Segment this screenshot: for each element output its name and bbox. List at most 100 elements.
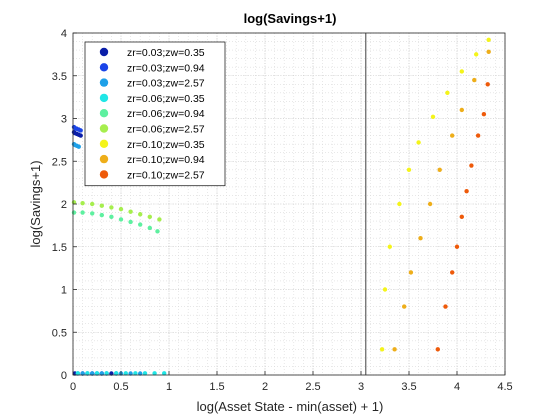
legend-entry: zr=0.10;zw=2.57	[99, 169, 205, 181]
data-point	[80, 371, 85, 376]
data-point	[475, 133, 481, 138]
data-point	[459, 107, 464, 113]
data-point	[133, 371, 138, 376]
legend-label: zr=0.06;zw=0.94	[127, 108, 205, 120]
legend-entry: zr=0.03;zw=0.35	[99, 47, 205, 59]
data-point	[147, 214, 152, 220]
legend-entry: zr=0.06;zw=0.94	[99, 108, 205, 120]
data-point	[450, 133, 455, 138]
data-point	[71, 210, 77, 215]
data-point	[481, 112, 487, 117]
x-axis-label: log(Asset State - min(asset) + 1)	[197, 399, 384, 414]
data-point	[472, 77, 477, 83]
y-tick-label: 0.5	[52, 327, 67, 339]
x-tick-label: 2	[262, 381, 268, 393]
legend-box	[84, 41, 226, 187]
data-point	[430, 114, 436, 119]
data-point	[90, 371, 95, 376]
legend-label: zr=0.10;zw=0.94	[127, 154, 205, 166]
series-6	[379, 37, 491, 352]
legend-marker	[99, 63, 109, 72]
x-tick-label: 4.5	[497, 381, 512, 393]
y-tick-label: 1	[61, 285, 67, 297]
data-point	[443, 304, 448, 309]
data-point	[469, 163, 474, 168]
x-tick-label: 3	[358, 381, 364, 393]
y-tick-label: 1.5	[52, 242, 67, 254]
x-tick-label: 0	[70, 381, 76, 393]
legend-marker	[99, 124, 109, 133]
y-axis-ticks: 0 0.5 1 1.5 2 2.5 3 3.5 4	[52, 28, 77, 382]
data-point	[138, 222, 143, 227]
data-point	[128, 219, 133, 225]
series-7	[392, 49, 491, 352]
x-tick-label: 0.5	[113, 381, 128, 393]
data-point	[435, 347, 440, 352]
data-point	[80, 210, 85, 215]
legend-entry: zr=0.03;zw=0.94	[99, 62, 205, 74]
legend-entry: zr=0.06;zw=2.57	[99, 124, 205, 136]
data-point	[379, 347, 385, 352]
legend-label: zr=0.03;zw=2.57	[127, 78, 205, 90]
data-point	[78, 128, 83, 133]
legend-marker	[99, 170, 109, 179]
series-2	[71, 141, 143, 376]
data-layer	[71, 37, 491, 376]
y-tick-label: 0	[61, 370, 67, 382]
x-tick-label: 1	[166, 381, 172, 393]
data-point	[109, 205, 114, 210]
series-3	[75, 371, 167, 376]
data-point	[406, 167, 412, 172]
data-point	[118, 206, 124, 212]
data-point	[445, 90, 450, 96]
data-point	[486, 49, 491, 55]
data-point	[99, 203, 105, 208]
legend-label: zr=0.10;zw=0.35	[127, 139, 205, 151]
data-point	[402, 304, 407, 309]
data-point	[76, 144, 81, 149]
series-4	[71, 210, 160, 234]
y-tick-label: 3	[61, 114, 67, 126]
legend-marker	[99, 139, 109, 148]
data-point	[454, 244, 460, 249]
data-point	[90, 201, 95, 207]
data-point	[474, 52, 479, 57]
data-point	[138, 212, 143, 217]
data-point	[486, 37, 491, 43]
legend-label: zr=0.06;zw=2.57	[127, 124, 205, 136]
data-point	[408, 270, 414, 275]
data-point	[157, 217, 162, 222]
legend-entry: zr=0.10;zw=0.35	[99, 139, 205, 151]
data-point	[109, 371, 114, 376]
series-8	[435, 82, 490, 352]
x-tick-label: 1.5	[209, 381, 224, 393]
data-point	[427, 201, 433, 207]
legend-label: zr=0.10;zw=2.57	[127, 169, 205, 181]
y-tick-label: 2.5	[52, 156, 67, 168]
x-axis-ticks: 0 0.5 1 1.5 2 2.5 3 3.5 4 4.5	[70, 371, 513, 393]
y-tick-label: 3.5	[52, 71, 67, 83]
data-point	[392, 347, 397, 352]
y-tick-label: 2	[61, 199, 67, 211]
legend: zr=0.03;zw=0.35 zr=0.03;zw=0.94 zr=0.03;zw…	[84, 41, 226, 187]
data-point	[109, 214, 114, 220]
data-point	[418, 236, 423, 241]
data-point	[416, 140, 421, 145]
y-axis-label: log(Savings+1)	[28, 160, 43, 247]
data-point	[382, 287, 388, 292]
data-point	[99, 212, 105, 218]
legend-label: zr=0.03;zw=0.94	[127, 62, 205, 74]
x-tick-label: 2.5	[305, 381, 320, 393]
data-point	[147, 225, 152, 231]
data-point	[459, 214, 464, 220]
legend-entry: zr=0.03;zw=2.57	[99, 78, 205, 90]
data-point	[123, 371, 128, 376]
data-point	[459, 69, 464, 74]
data-point	[99, 371, 105, 376]
data-point	[464, 188, 469, 194]
data-point	[85, 371, 90, 376]
legend-label: zr=0.06;zw=0.35	[127, 93, 205, 105]
data-point	[75, 371, 81, 376]
data-point	[138, 371, 143, 376]
legend-marker	[99, 109, 109, 118]
